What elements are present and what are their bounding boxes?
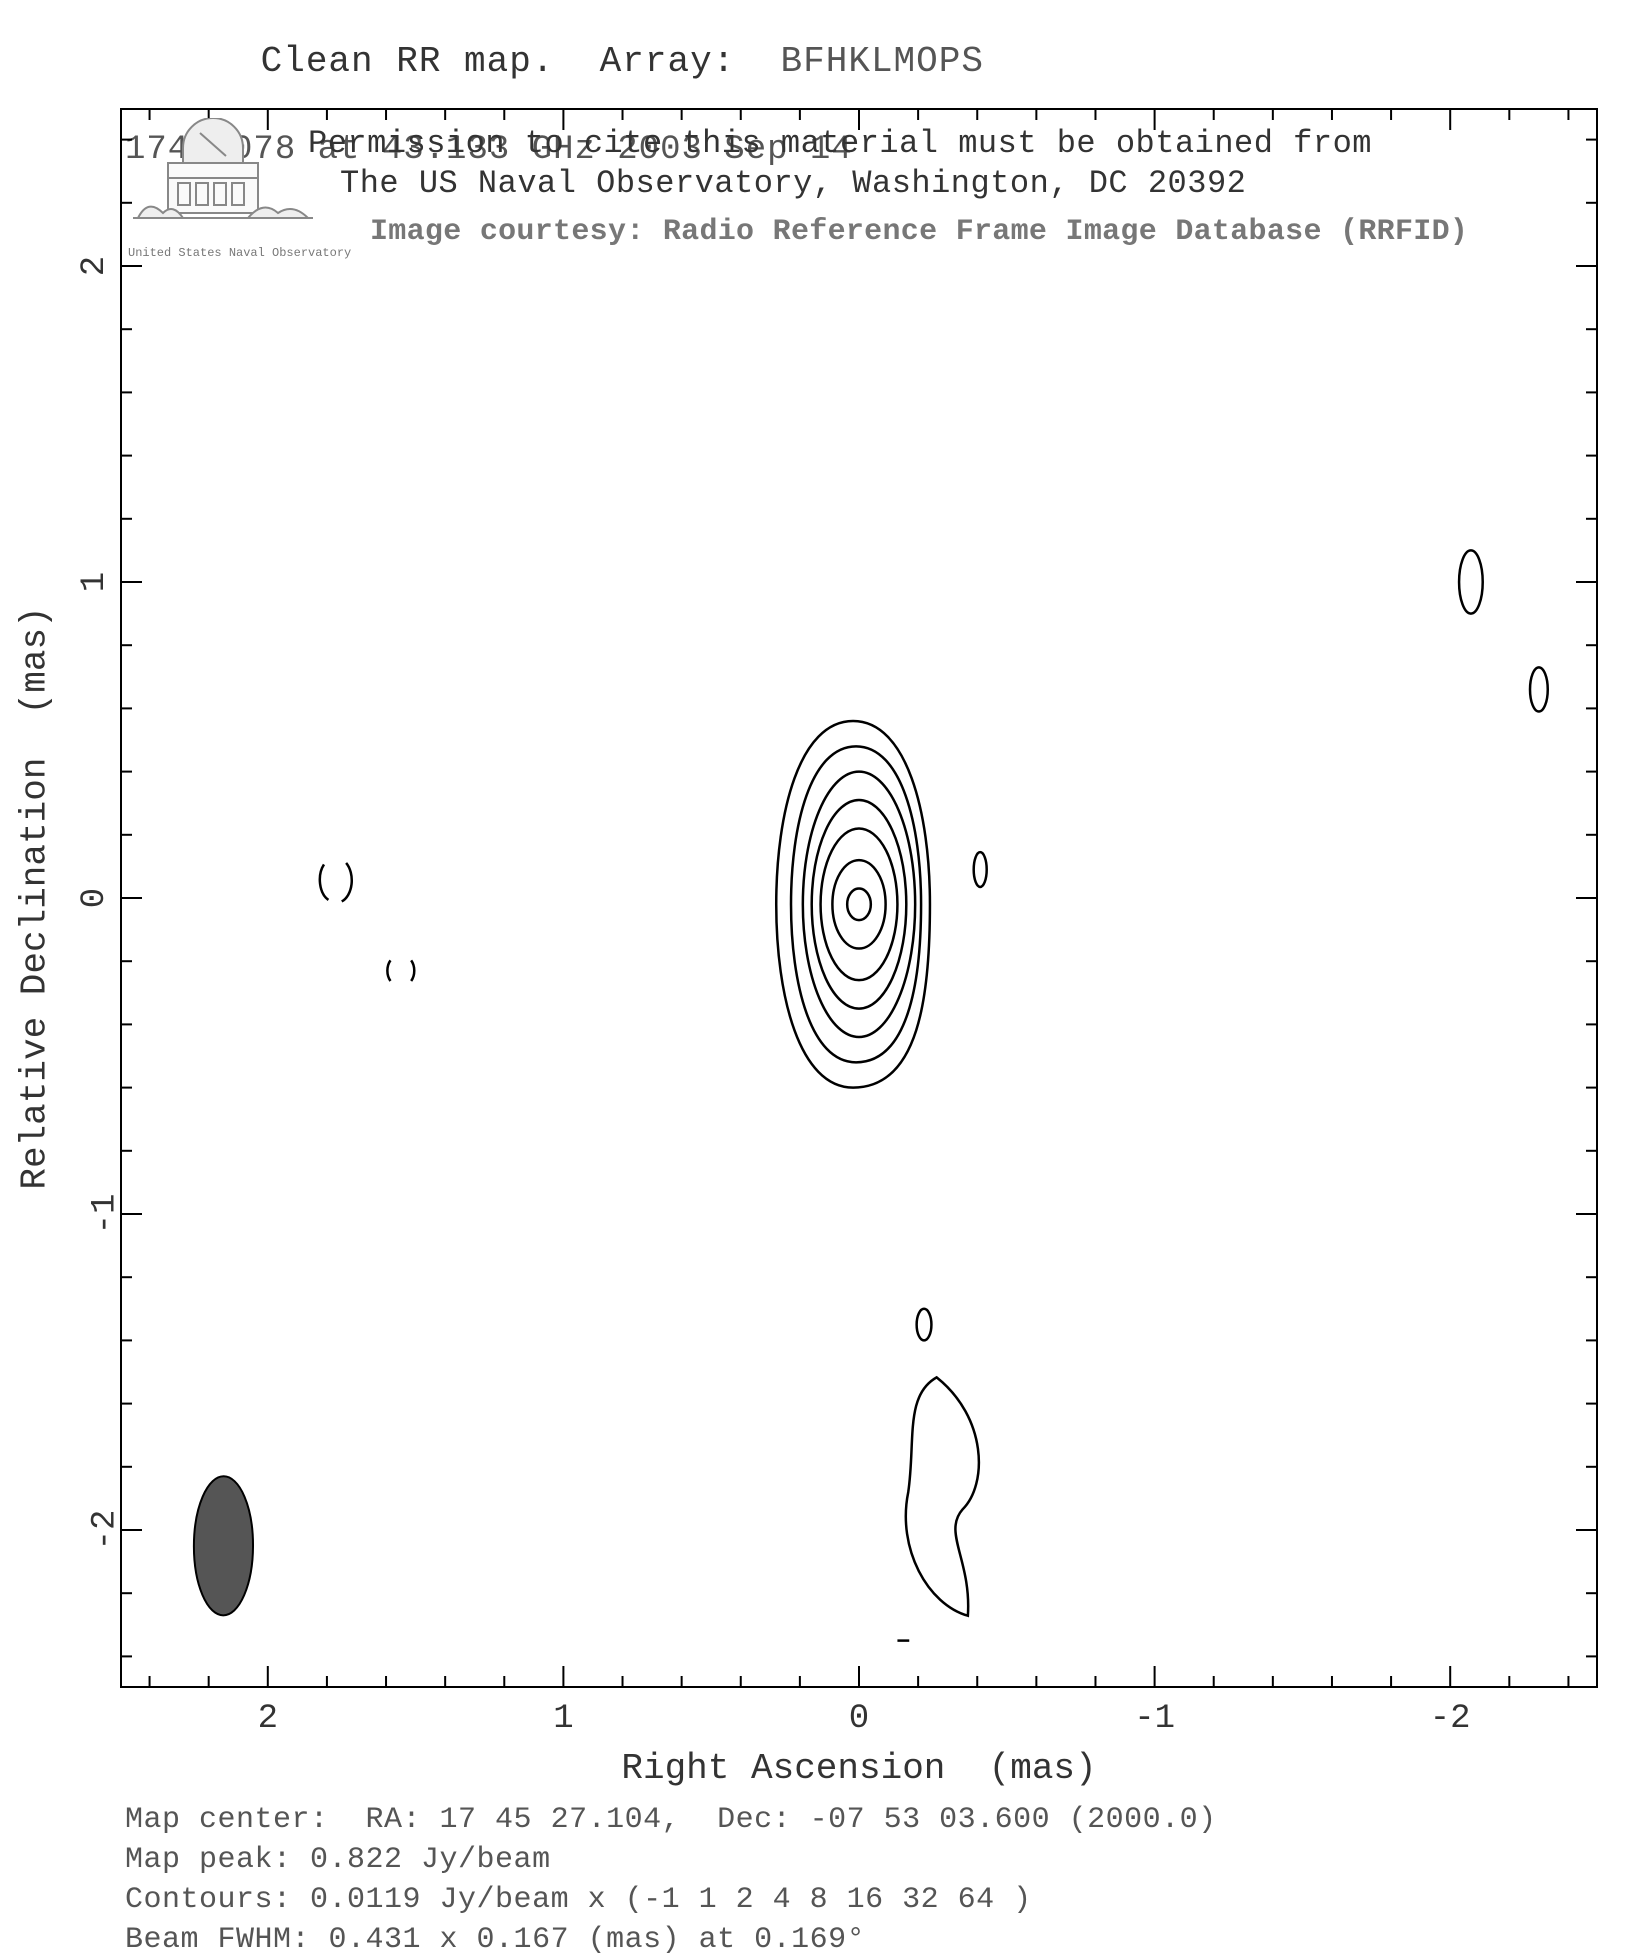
x-tick-label: 1 [553,1700,573,1738]
logo-caption: United States Naval Observatory [128,246,351,260]
footer-line-0: Map center: RA: 17 45 27.104, Dec: -07 5… [125,1803,1217,1837]
x-tick-label: 2 [258,1700,278,1738]
logo-svg [128,118,318,248]
permission-line-2: The US Naval Observatory, Washington, DC… [340,165,1246,202]
x-axis-label: Right Ascension (mas) [621,1748,1096,1789]
x-tick-label: -2 [1430,1700,1471,1738]
y-tick-label: -1 [86,1194,124,1235]
x-tick-label: 0 [849,1700,869,1738]
courtesy-line: Image courtesy: Radio Reference Frame Im… [370,215,1468,249]
x-tick-label: -1 [1134,1700,1175,1738]
footer-line-2: Contours: 0.0119 Jy/beam x (-1 1 2 4 8 1… [125,1883,1032,1917]
y-tick-label: 2 [76,256,114,276]
y-tick-label: -2 [86,1510,124,1551]
plot-frame [120,108,1598,1688]
permission-line-1: Permission to cite this material must be… [308,125,1372,162]
footer-line-3: Beam FWHM: 0.431 x 0.167 (mas) at 0.169° [125,1923,865,1957]
y-axis-label: Relative Declination (mas) [15,606,56,1189]
title-prefix: Clean RR map. Array: [261,41,736,82]
y-tick-label: 1 [76,572,114,592]
usno-logo: United States Naval Observatory [128,118,318,253]
footer-line-1: Map peak: 0.822 Jy/beam [125,1843,551,1877]
y-tick-label: 0 [76,888,114,908]
page-root: Clean RR map. Array: BFHKLMOPS 1742-078 … [0,0,1643,1916]
array-code: BFHKLMOPS [781,41,984,82]
title-line: Clean RR map. Array: BFHKLMOPS [125,0,1525,123]
